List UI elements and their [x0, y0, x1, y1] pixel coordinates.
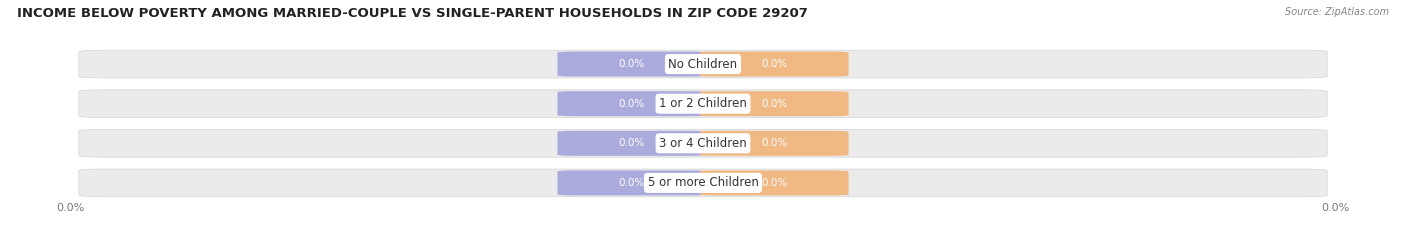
FancyBboxPatch shape — [558, 170, 706, 195]
Text: 0.0%: 0.0% — [619, 178, 645, 188]
Text: 0.0%: 0.0% — [56, 203, 84, 213]
Text: 0.0%: 0.0% — [761, 178, 787, 188]
FancyBboxPatch shape — [79, 50, 1327, 78]
FancyBboxPatch shape — [558, 51, 706, 77]
FancyBboxPatch shape — [700, 51, 849, 77]
Text: 0.0%: 0.0% — [619, 138, 645, 148]
FancyBboxPatch shape — [558, 131, 706, 156]
Text: No Children: No Children — [668, 58, 738, 71]
Text: 1 or 2 Children: 1 or 2 Children — [659, 97, 747, 110]
Text: 0.0%: 0.0% — [761, 99, 787, 109]
Text: 0.0%: 0.0% — [1322, 203, 1350, 213]
Text: 0.0%: 0.0% — [761, 59, 787, 69]
Text: 3 or 4 Children: 3 or 4 Children — [659, 137, 747, 150]
FancyBboxPatch shape — [79, 90, 1327, 117]
FancyBboxPatch shape — [700, 170, 849, 195]
FancyBboxPatch shape — [79, 169, 1327, 197]
Text: INCOME BELOW POVERTY AMONG MARRIED-COUPLE VS SINGLE-PARENT HOUSEHOLDS IN ZIP COD: INCOME BELOW POVERTY AMONG MARRIED-COUPL… — [17, 7, 807, 20]
FancyBboxPatch shape — [558, 91, 706, 116]
Text: 5 or more Children: 5 or more Children — [648, 176, 758, 189]
Text: 0.0%: 0.0% — [761, 138, 787, 148]
Text: 0.0%: 0.0% — [619, 99, 645, 109]
Text: 0.0%: 0.0% — [619, 59, 645, 69]
Text: Source: ZipAtlas.com: Source: ZipAtlas.com — [1285, 7, 1389, 17]
FancyBboxPatch shape — [79, 130, 1327, 157]
FancyBboxPatch shape — [700, 131, 849, 156]
FancyBboxPatch shape — [700, 91, 849, 116]
